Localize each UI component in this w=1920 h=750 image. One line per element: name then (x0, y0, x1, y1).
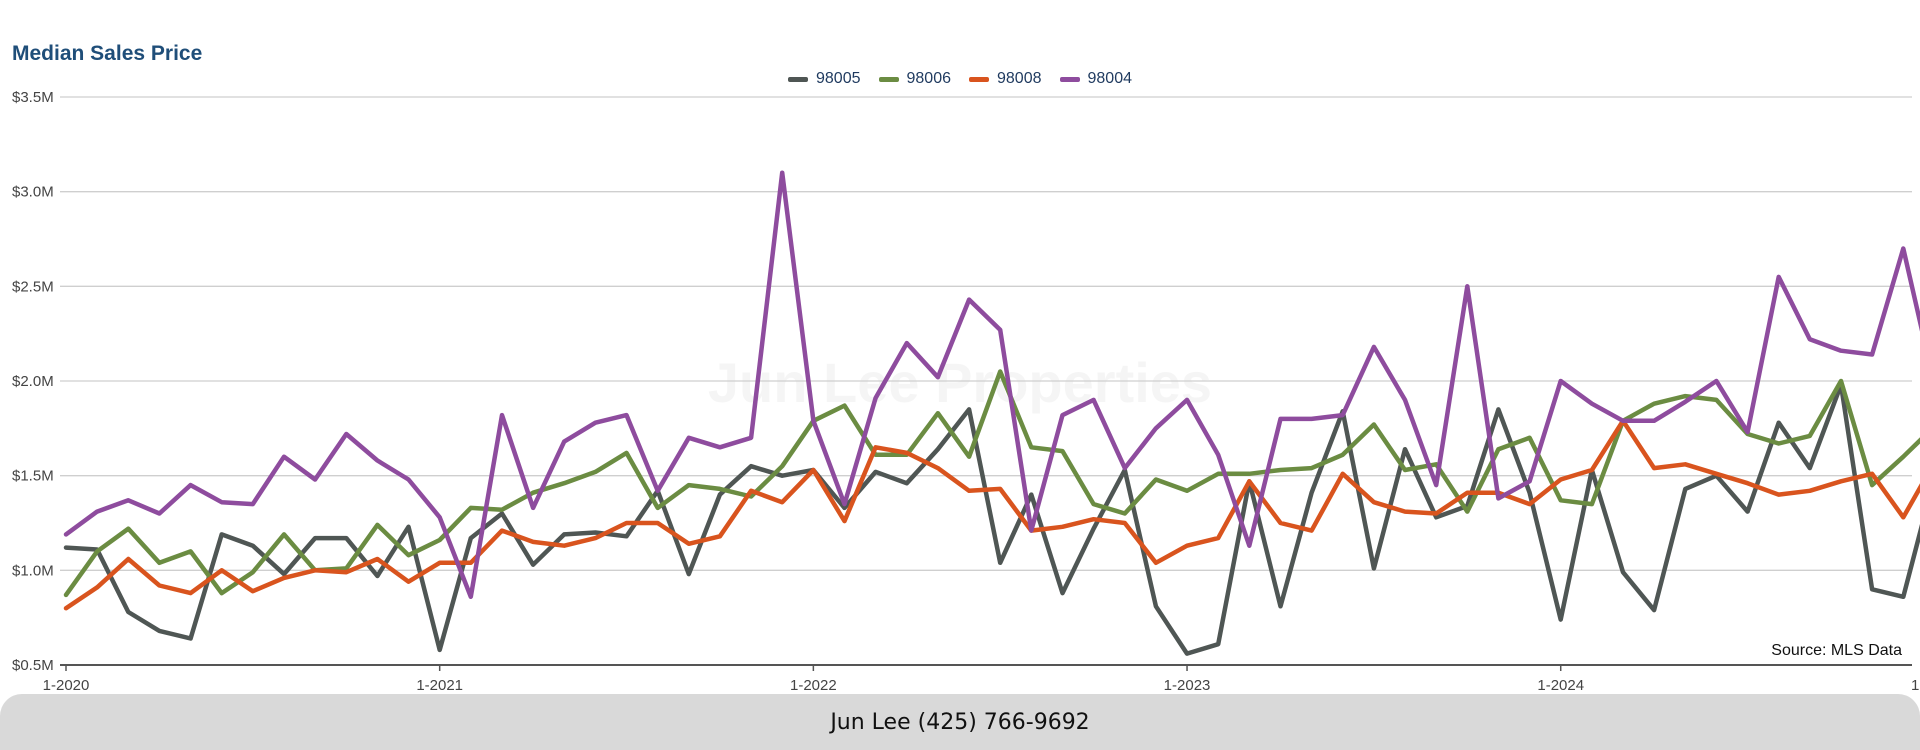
legend-label-98006: 98006 (906, 70, 952, 87)
legend-swatch-98004 (1059, 76, 1080, 82)
legend-item-98005[interactable]: 98005 (788, 70, 861, 88)
series-line-98005 (63, 382, 1920, 656)
legend-swatch-98008 (969, 76, 989, 82)
footer-bar: Jun Lee (425) 766-9692 (0, 694, 1920, 750)
y-tick-label: $3.5M (12, 89, 54, 106)
legend-label-98004: 98004 (1087, 70, 1133, 87)
x-tick-label: 1-2024 (1537, 677, 1584, 694)
x-tick-label: 1-2022 (790, 677, 837, 694)
series-line-98006 (63, 369, 1920, 598)
legend-item-98006[interactable]: 98006 (878, 70, 952, 88)
footer-contact: Jun Lee (425) 766-9692 (830, 709, 1090, 735)
source-note: Source: MLS Data (1771, 642, 1902, 659)
x-tick-label: 1-2020 (43, 677, 90, 694)
legend-label-98005: 98005 (816, 70, 861, 87)
legend-swatch-98005 (788, 76, 808, 82)
x-tick-label: 1-2023 (1164, 677, 1211, 694)
legend-swatch-98006 (878, 76, 899, 82)
chart-title: Median Sales Price (12, 42, 203, 65)
y-tick-label: $0.5M (12, 657, 54, 674)
legend-item-98004[interactable]: 98004 (1059, 70, 1133, 88)
x-tick-label: 1-2025 (1911, 677, 1920, 694)
series-line-98004 (63, 170, 1920, 600)
x-tick-label: 1-2021 (416, 677, 463, 694)
series-line-98008 (63, 418, 1920, 611)
legend: 98005 98006 98008 98004 (0, 70, 1920, 88)
legend-label-98008: 98008 (997, 70, 1042, 87)
y-tick-label: $1.0M (12, 562, 54, 579)
y-tick-label: $2.0M (12, 373, 54, 390)
legend-item-98008[interactable]: 98008 (969, 70, 1042, 88)
y-tick-label: $3.0M (12, 184, 54, 201)
y-tick-label: $2.5M (12, 278, 54, 295)
line-chart: $0.5M $1.0M $1.5M $2.0M $2.5M $3.0M $3.5M 1-202… (12, 89, 1920, 694)
y-tick-label: $1.5M (12, 468, 54, 485)
